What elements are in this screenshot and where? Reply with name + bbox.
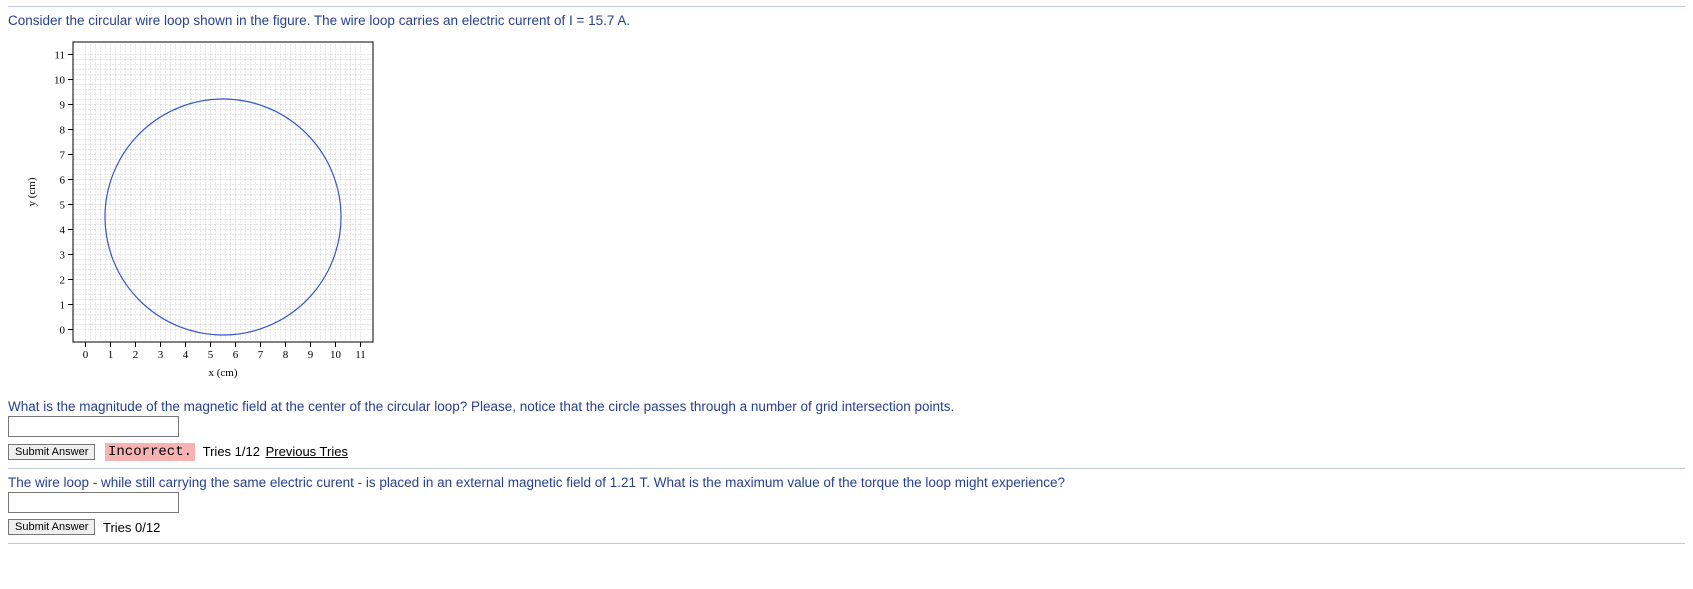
svg-text:3: 3 bbox=[158, 349, 164, 361]
svg-text:4: 4 bbox=[183, 349, 189, 361]
question1-status-row: Submit Answer Incorrect. Tries 1/12 Prev… bbox=[8, 443, 1685, 460]
question1-answer-input[interactable] bbox=[8, 416, 179, 437]
svg-text:0: 0 bbox=[83, 349, 89, 361]
question2-status-row: Submit Answer Tries 0/12 bbox=[8, 519, 1685, 536]
svg-text:4: 4 bbox=[60, 225, 66, 237]
svg-text:y (cm): y (cm) bbox=[26, 177, 38, 206]
page-container: Consider the circular wire loop shown in… bbox=[0, 6, 1693, 558]
question2-submit-button[interactable]: Submit Answer bbox=[8, 519, 95, 535]
svg-text:10: 10 bbox=[54, 75, 66, 87]
question2-tries-text: Tries 0/12 bbox=[103, 520, 160, 535]
question2-answer-row bbox=[8, 492, 1685, 513]
chart-figure: 0011223344556677889910101111x (cm)y (cm) bbox=[18, 32, 1685, 395]
question2-answer-input[interactable] bbox=[8, 492, 179, 513]
intro-text: Consider the circular wire loop shown in… bbox=[8, 13, 1685, 28]
question1-tries-text: Tries 1/12 bbox=[203, 444, 260, 459]
svg-text:8: 8 bbox=[60, 125, 66, 137]
question1-status-badge: Incorrect. bbox=[105, 443, 195, 461]
svg-text:6: 6 bbox=[233, 349, 239, 361]
svg-text:10: 10 bbox=[330, 349, 342, 361]
svg-text:2: 2 bbox=[60, 275, 66, 287]
svg-text:6: 6 bbox=[60, 175, 66, 187]
svg-text:1: 1 bbox=[108, 349, 114, 361]
separator-mid bbox=[8, 468, 1685, 469]
svg-text:5: 5 bbox=[60, 200, 66, 212]
separator-bottom bbox=[8, 543, 1685, 544]
question1-text: What is the magnitude of the magnetic fi… bbox=[8, 399, 1685, 414]
question2-text: The wire loop - while still carrying the… bbox=[8, 475, 1685, 490]
svg-text:7: 7 bbox=[60, 150, 66, 162]
svg-text:7: 7 bbox=[258, 349, 264, 361]
svg-text:x (cm): x (cm) bbox=[208, 367, 237, 379]
svg-text:11: 11 bbox=[355, 349, 366, 361]
svg-text:11: 11 bbox=[54, 50, 65, 62]
question1-submit-button[interactable]: Submit Answer bbox=[8, 444, 95, 460]
svg-text:9: 9 bbox=[308, 349, 314, 361]
question1-answer-row bbox=[8, 416, 1685, 437]
svg-text:0: 0 bbox=[60, 325, 66, 337]
question1-previous-tries-link[interactable]: Previous Tries bbox=[266, 444, 348, 459]
separator-top bbox=[8, 6, 1685, 7]
svg-text:1: 1 bbox=[60, 300, 66, 312]
svg-text:9: 9 bbox=[60, 100, 66, 112]
chart-svg: 0011223344556677889910101111x (cm)y (cm) bbox=[18, 32, 388, 392]
svg-text:5: 5 bbox=[208, 349, 214, 361]
svg-text:2: 2 bbox=[133, 349, 139, 361]
svg-text:3: 3 bbox=[60, 250, 66, 262]
svg-text:8: 8 bbox=[283, 349, 289, 361]
